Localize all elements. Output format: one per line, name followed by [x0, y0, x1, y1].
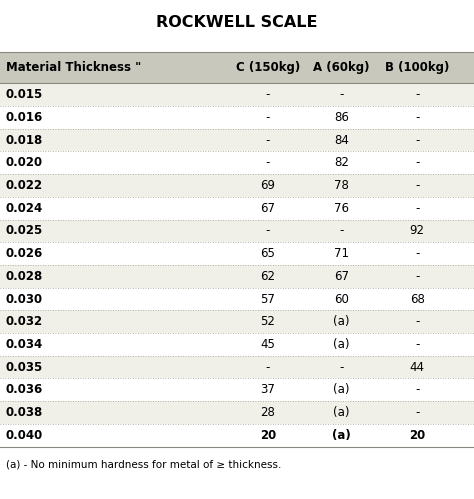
Text: -: - — [415, 338, 419, 351]
Text: -: - — [415, 111, 419, 124]
Text: 28: 28 — [260, 406, 275, 419]
Bar — [0, 401, 474, 424]
Text: A (60kg): A (60kg) — [313, 61, 370, 74]
Text: (a): (a) — [333, 338, 349, 351]
Bar — [0, 83, 474, 106]
Text: Material Thickness ": Material Thickness " — [6, 61, 141, 74]
Text: 68: 68 — [410, 292, 425, 305]
Text: 76: 76 — [334, 202, 349, 215]
Text: (a): (a) — [333, 406, 349, 419]
Text: 0.015: 0.015 — [6, 88, 43, 101]
Text: (a): (a) — [333, 383, 349, 396]
Text: -: - — [339, 225, 344, 238]
Text: ROCKWELL SCALE: ROCKWELL SCALE — [156, 15, 318, 30]
Text: 0.024: 0.024 — [6, 202, 43, 215]
Text: 67: 67 — [260, 202, 275, 215]
Text: 0.030: 0.030 — [6, 292, 43, 305]
Bar — [0, 152, 474, 174]
Text: 69: 69 — [260, 179, 275, 192]
Text: -: - — [265, 156, 270, 169]
Text: (a): (a) — [332, 429, 351, 442]
Text: -: - — [415, 202, 419, 215]
Text: -: - — [265, 225, 270, 238]
Text: 0.038: 0.038 — [6, 406, 43, 419]
Text: -: - — [415, 134, 419, 147]
Bar — [0, 197, 474, 220]
Bar — [0, 243, 474, 265]
Text: -: - — [415, 247, 419, 260]
Text: 0.035: 0.035 — [6, 361, 43, 374]
Text: 57: 57 — [260, 292, 275, 305]
Text: 86: 86 — [334, 111, 349, 124]
Text: -: - — [415, 156, 419, 169]
Text: -: - — [415, 179, 419, 192]
Bar — [0, 265, 474, 287]
Text: -: - — [415, 270, 419, 283]
Text: 92: 92 — [410, 225, 425, 238]
Text: -: - — [415, 406, 419, 419]
Bar — [0, 310, 474, 333]
Text: (a) - No minimum hardness for metal of ≥ thickness.: (a) - No minimum hardness for metal of ≥… — [6, 459, 281, 469]
Text: (a): (a) — [333, 315, 349, 328]
Text: 82: 82 — [334, 156, 349, 169]
Bar — [0, 424, 474, 447]
Text: 0.018: 0.018 — [6, 134, 43, 147]
Text: 78: 78 — [334, 179, 349, 192]
Text: -: - — [415, 383, 419, 396]
Text: -: - — [415, 88, 419, 101]
Bar — [0, 174, 474, 197]
Bar — [0, 333, 474, 356]
Text: 67: 67 — [334, 270, 349, 283]
Bar — [0, 379, 474, 401]
Text: 0.016: 0.016 — [6, 111, 43, 124]
Bar — [0, 220, 474, 243]
Text: 62: 62 — [260, 270, 275, 283]
Text: 65: 65 — [260, 247, 275, 260]
Text: 44: 44 — [410, 361, 425, 374]
Text: 0.025: 0.025 — [6, 225, 43, 238]
Text: -: - — [265, 111, 270, 124]
Text: C (150kg): C (150kg) — [236, 61, 300, 74]
Text: -: - — [265, 361, 270, 374]
Text: B (100kg): B (100kg) — [385, 61, 449, 74]
Text: -: - — [415, 315, 419, 328]
Text: 0.034: 0.034 — [6, 338, 43, 351]
Text: 60: 60 — [334, 292, 349, 305]
Text: -: - — [265, 88, 270, 101]
Text: -: - — [339, 361, 344, 374]
Text: 84: 84 — [334, 134, 349, 147]
Bar — [0, 356, 474, 379]
Text: 52: 52 — [260, 315, 275, 328]
Text: 71: 71 — [334, 247, 349, 260]
Text: 0.026: 0.026 — [6, 247, 43, 260]
Text: 0.028: 0.028 — [6, 270, 43, 283]
Text: 20: 20 — [260, 429, 276, 442]
Text: 20: 20 — [409, 429, 425, 442]
Text: -: - — [265, 134, 270, 147]
Bar — [0, 52, 474, 83]
Text: 0.036: 0.036 — [6, 383, 43, 396]
Text: 0.022: 0.022 — [6, 179, 43, 192]
Bar — [0, 287, 474, 310]
Text: -: - — [339, 88, 344, 101]
Text: 0.032: 0.032 — [6, 315, 43, 328]
Bar — [0, 129, 474, 152]
Bar — [0, 106, 474, 129]
Text: 0.040: 0.040 — [6, 429, 43, 442]
Text: 37: 37 — [260, 383, 275, 396]
Text: 45: 45 — [260, 338, 275, 351]
Text: 0.020: 0.020 — [6, 156, 43, 169]
